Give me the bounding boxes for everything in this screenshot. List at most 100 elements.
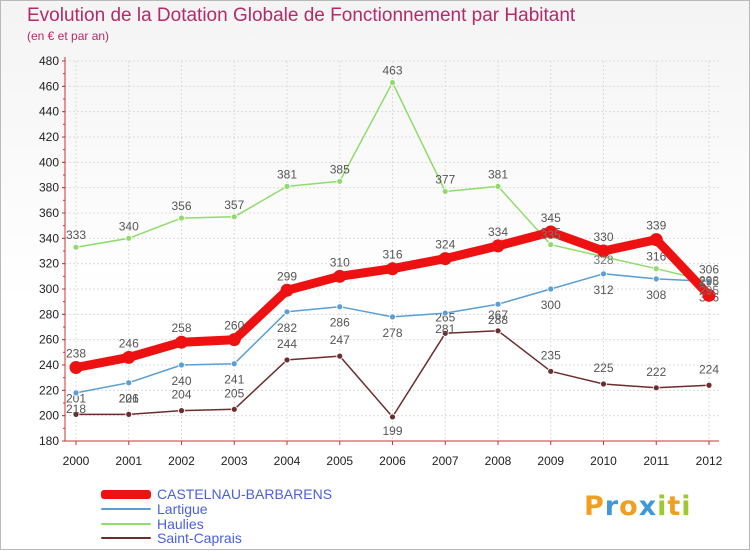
data-label: 201 <box>119 391 139 405</box>
data-label-overlap: 298 <box>699 273 719 287</box>
data-point <box>125 379 133 387</box>
data-label: 306 <box>699 262 719 276</box>
x-tick-label: 2010 <box>590 454 617 468</box>
legend-swatch-lartigue <box>101 508 151 510</box>
data-label-overlap: 328 <box>593 253 613 267</box>
data-point <box>283 356 291 364</box>
data-point <box>230 405 238 413</box>
legend-item-castelnau: CASTELNAU-BARBARENS <box>101 486 332 502</box>
data-point <box>652 384 660 392</box>
data-label: 240 <box>171 374 191 388</box>
x-tick-label: 2001 <box>115 454 142 468</box>
data-label: 201 <box>66 391 86 405</box>
data-label: 247 <box>330 333 350 347</box>
data-label-overlap: 295 <box>699 283 719 297</box>
legend-item-lartigue: Lartigue <box>101 501 208 517</box>
data-label: 345 <box>541 211 561 225</box>
data-point <box>336 177 344 185</box>
y-tick-label: 180 <box>39 434 59 448</box>
data-label: 330 <box>593 230 613 244</box>
data-point <box>333 269 347 283</box>
data-label: 357 <box>224 198 244 212</box>
data-point <box>652 275 660 283</box>
data-label: 281 <box>435 322 455 336</box>
data-label: 463 <box>382 64 402 78</box>
data-label: 260 <box>224 319 244 333</box>
data-point <box>178 407 185 415</box>
logo-letter: x <box>638 491 658 522</box>
data-label: 218 <box>66 402 86 416</box>
y-tick-label: 200 <box>39 409 59 423</box>
data-label: 244 <box>277 337 297 351</box>
x-tick-label: 2008 <box>485 454 512 468</box>
data-point <box>386 262 399 276</box>
data-label: 235 <box>541 348 561 362</box>
data-point <box>175 335 188 349</box>
chart-subtitle: (en € et par an) <box>27 29 110 43</box>
data-point <box>702 288 716 302</box>
x-tick-label: 2007 <box>432 454 459 468</box>
x-tick-label: 2012 <box>696 454 723 468</box>
data-point <box>125 234 133 242</box>
proxiti-logo: Proxiti <box>584 491 692 522</box>
data-point <box>600 380 607 388</box>
data-point <box>389 313 396 321</box>
data-label: 334 <box>488 225 508 239</box>
data-point <box>336 352 344 360</box>
data-label: 295 <box>699 274 719 288</box>
data-label: 377 <box>435 172 455 186</box>
logo-letter: o <box>619 491 639 522</box>
data-point <box>494 300 502 308</box>
data-point <box>491 239 505 253</box>
y-tick-label: 420 <box>39 130 59 144</box>
data-point <box>230 360 238 368</box>
data-point <box>336 303 344 311</box>
data-point <box>494 327 502 335</box>
data-label: 310 <box>330 255 350 269</box>
data-label: 258 <box>171 321 191 335</box>
data-point <box>72 389 80 397</box>
data-point <box>283 182 291 190</box>
data-point <box>389 79 396 86</box>
x-tick-label: 2005 <box>326 454 353 468</box>
data-point <box>280 283 294 297</box>
y-tick-label: 320 <box>39 257 59 271</box>
data-point <box>600 270 607 278</box>
series-line-haulies <box>75 81 710 283</box>
data-point <box>441 329 449 337</box>
data-point <box>597 244 610 258</box>
y-tick-label: 340 <box>39 231 59 245</box>
data-point <box>547 241 555 249</box>
data-label: 282 <box>277 321 297 335</box>
legend-swatch-saint-caprais <box>101 537 151 539</box>
data-label: 278 <box>382 326 402 340</box>
data-label: 300 <box>541 298 561 312</box>
data-label: 225 <box>593 361 613 375</box>
y-tick-label: 360 <box>39 206 59 220</box>
chart-title: Evolution de la Dotation Globale de Fonc… <box>27 5 576 26</box>
x-tick-label: 2000 <box>63 454 90 468</box>
x-tick-label: 2011 <box>643 454 669 468</box>
data-point <box>494 182 502 190</box>
data-point <box>178 361 185 369</box>
data-point <box>227 333 241 347</box>
data-point <box>705 381 713 389</box>
y-tick-label: 220 <box>39 383 59 397</box>
data-label: 385 <box>330 162 350 176</box>
data-point <box>72 410 80 418</box>
data-point <box>441 309 449 317</box>
data-point <box>69 361 83 375</box>
y-tick-label: 440 <box>39 105 59 119</box>
data-point <box>705 277 713 285</box>
logo-letter: t <box>667 491 682 522</box>
data-label: 340 <box>119 219 139 233</box>
data-point <box>441 188 449 195</box>
y-tick-label: 400 <box>39 155 59 169</box>
data-label: 339 <box>646 219 666 233</box>
data-point <box>547 367 555 375</box>
legend-item-saint-caprais: Saint-Caprais <box>101 530 242 546</box>
legend-label-saint-caprais: Saint-Caprais <box>157 530 242 546</box>
x-tick-label: 2002 <box>168 454 195 468</box>
data-label: 299 <box>277 269 297 283</box>
